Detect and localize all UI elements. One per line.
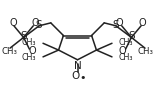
Text: CH₃: CH₃: [22, 38, 36, 47]
Text: N: N: [74, 61, 81, 71]
Text: CH₃: CH₃: [1, 47, 17, 56]
Text: O: O: [119, 46, 126, 56]
Text: O: O: [9, 18, 17, 28]
Text: O: O: [138, 18, 146, 28]
Text: O: O: [116, 18, 124, 28]
Text: O: O: [29, 46, 36, 56]
Text: S: S: [113, 20, 119, 30]
Text: CH₃: CH₃: [22, 53, 36, 62]
Text: O: O: [71, 71, 80, 81]
Text: CH₃: CH₃: [119, 38, 133, 47]
Text: S: S: [128, 32, 135, 41]
Text: CH₃: CH₃: [138, 47, 154, 56]
Text: CH₃: CH₃: [119, 53, 133, 62]
Text: O: O: [31, 18, 39, 28]
Text: S: S: [20, 32, 27, 41]
Text: •: •: [80, 73, 86, 83]
Text: S: S: [36, 20, 42, 30]
